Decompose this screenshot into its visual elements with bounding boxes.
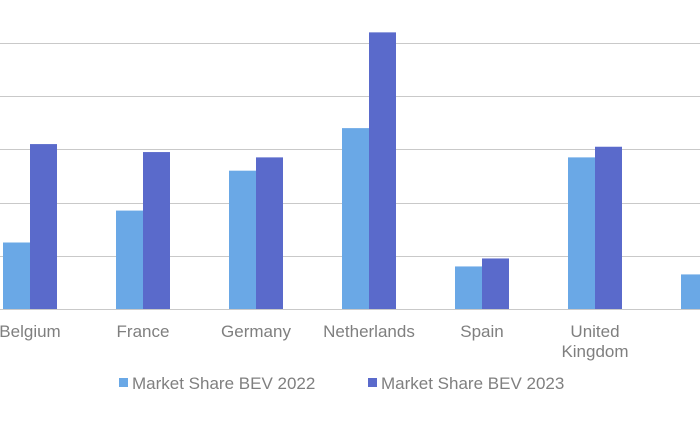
legend-swatch <box>119 378 128 387</box>
bar-2022-belgium <box>3 242 30 309</box>
bar-2023-belgium <box>30 144 57 309</box>
x-axis-labels: Belgium France Germany Netherlands Spain Unit… <box>0 322 629 361</box>
x-tick-label: Spain <box>460 322 503 341</box>
x-tick-label: Germany <box>221 322 291 341</box>
bar-2023-united-kingdom <box>595 146 622 309</box>
bar-2022-germany <box>229 170 256 309</box>
bar-2023-netherlands <box>369 32 396 310</box>
bar-2022-united-kingdom <box>568 157 595 309</box>
bar-2022-it <box>681 274 700 309</box>
legend-item-2023: Market Share BEV 2023 <box>368 374 564 393</box>
legend-item-2022: Market Share BEV 2022 <box>119 374 315 393</box>
x-tick-label: Belgium <box>0 322 61 341</box>
legend-label: Market Share BEV 2022 <box>132 374 315 393</box>
legend-label: Market Share BEV 2023 <box>381 374 564 393</box>
bar-2022-spain <box>455 266 482 309</box>
bars <box>3 32 700 310</box>
legend-swatch <box>368 378 377 387</box>
bar-2022-netherlands <box>342 128 369 309</box>
x-tick-label: United Kingdom <box>561 322 628 361</box>
x-tick-label: France <box>117 322 170 341</box>
bar-2023-germany <box>256 157 283 309</box>
legend: Market Share BEV 2022 Market Share BEV 20… <box>119 374 564 393</box>
x-tick-label: Netherlands <box>323 322 415 341</box>
bar-2023-spain <box>482 258 509 309</box>
bar-2022-france <box>116 210 143 309</box>
bar-2023-france <box>143 152 170 309</box>
